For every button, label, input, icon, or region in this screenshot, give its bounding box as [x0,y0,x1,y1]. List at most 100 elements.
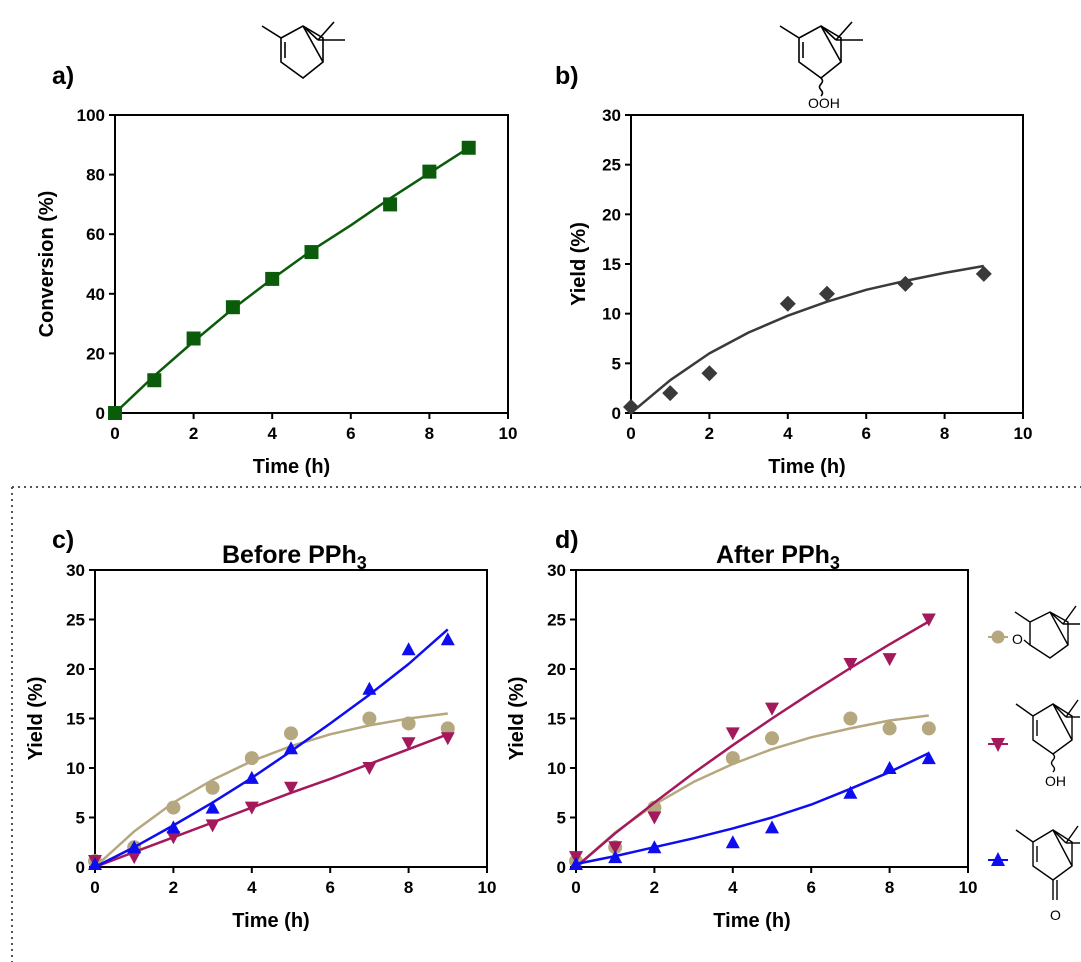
x-tick-label: 4 [783,424,793,443]
epoxide-oxygen-label: O [1012,631,1023,647]
x-tick-label: 0 [626,424,635,443]
hydroperoxide-label: OOH [808,95,840,111]
y-tick-label: 15 [602,255,621,274]
data-point-series-0 [284,726,298,741]
alpha-pinene-structure [261,21,345,80]
data-point-series-1 [608,841,623,855]
alcohol-oh-label: OH [1045,773,1066,789]
y-tick-label: 20 [86,344,105,363]
panel-label-d: d) [555,526,579,554]
data-point-series-1 [362,762,377,775]
data-point-series-2 [401,642,416,656]
x-tick-label: 8 [885,878,894,897]
chart-c: 0 2 4 6 8 10 0 5 10 15 20 25 30 Time (h) Yield (%) [25,561,496,932]
data-point-series-2 [765,820,779,834]
verbenol-structure [1015,699,1080,773]
legend-marker-epoxide [991,630,1005,644]
x-tick-label: 4 [728,878,738,897]
data-point-series-2 [608,850,623,864]
data-point-series-1 [921,613,936,627]
data-point-series-2 [882,761,897,774]
data-point-series-0 [819,285,835,302]
fit-curve-series-2 [94,628,449,869]
legend-item-epoxide: O [988,605,1080,659]
data-point-series-1 [401,737,416,751]
data-point-series-2 [244,770,259,784]
data-point-series-1 [127,851,142,865]
data-point-series-0 [921,721,936,736]
y-tick-label: 5 [612,354,621,373]
data-point-series-0 [765,731,779,746]
x-tick-label: 0 [571,878,580,897]
y-tick-label: 15 [66,710,85,729]
chart-d: 0 2 4 6 8 10 0 5 10 15 20 25 30 Time (h) Yield (%) [506,561,977,932]
x-tick-label: 10 [499,424,518,443]
data-point-series-2 [205,800,220,814]
data-point-series-2 [127,840,142,854]
data-point-series-2 [725,835,740,849]
panel-label-b: b) [555,62,579,90]
data-point-series-2 [88,857,102,871]
panel-label-c: c) [52,526,74,554]
y-tick-label: 60 [86,225,105,244]
x-tick-label: 10 [1014,424,1033,443]
fit-curve-series-1 [575,620,930,868]
legend: O OH [988,605,1080,923]
lower-panels-separator [11,486,1081,962]
data-point-series-2 [362,681,377,695]
y-tick-label: 10 [602,305,621,324]
data-point-series-2 [921,751,936,765]
fit-curve-series-1 [94,733,449,869]
legend-item-ketone: O [988,825,1080,923]
data-point-series-1 [205,819,220,833]
data-point-series-1 [725,727,740,741]
data-point-series-0 [975,265,992,282]
data-point-series-0 [362,711,377,726]
panel-title-d: After PPh3 [716,541,840,573]
legend-marker-ketone [991,852,1005,866]
y-tick-label: 5 [76,809,85,828]
fit-curve-series-0 [94,712,448,868]
data-point-series-2 [166,820,181,834]
data-point-series-0 [461,140,476,155]
data-point-series-0 [779,295,796,312]
fit-curve-series-0 [575,714,929,868]
x-tick-label: 6 [325,878,334,897]
y-tick-label: 0 [96,404,105,423]
data-point-series-0 [882,721,897,736]
x-axis-label: Time (h) [232,910,309,932]
data-point-series-1 [882,653,897,667]
verbenone-structure [1015,825,1080,900]
data-point-series-2 [284,741,298,755]
x-tick-label: 10 [478,878,497,897]
data-point-series-0 [725,751,740,766]
data-point-series-0 [701,365,718,382]
data-point-series-0 [225,300,240,315]
data-point-series-2 [843,785,858,799]
pinenyl-hydroperoxide-structure [779,21,863,97]
data-point-series-0 [383,197,398,212]
y-tick-label: 25 [547,611,566,630]
y-axis-label: Yield (%) [568,222,590,306]
data-point-series-1 [166,831,181,845]
y-tick-label: 25 [66,611,85,630]
data-point-series-1 [284,781,298,795]
y-tick-label: 30 [547,561,566,580]
data-point-series-1 [765,702,779,716]
data-point-series-0 [401,716,416,731]
fit-curve-series-0 [630,264,985,414]
data-point-series-1 [647,811,662,825]
ketone-oxygen-label: O [1050,907,1061,923]
data-point-series-2 [440,632,455,646]
data-point-series-1 [244,801,259,815]
data-point-series-0 [304,245,319,260]
y-tick-label: 20 [547,660,566,679]
plot-frame [114,114,509,414]
x-tick-label: 6 [806,878,815,897]
x-tick-label: 6 [346,424,355,443]
x-tick-label: 0 [110,424,119,443]
chart-b: 0 2 4 6 8 10 0 5 10 15 20 25 30 Time (h) Yield (%) [568,106,1032,478]
x-tick-label: 2 [705,424,714,443]
x-tick-label: 6 [861,424,870,443]
